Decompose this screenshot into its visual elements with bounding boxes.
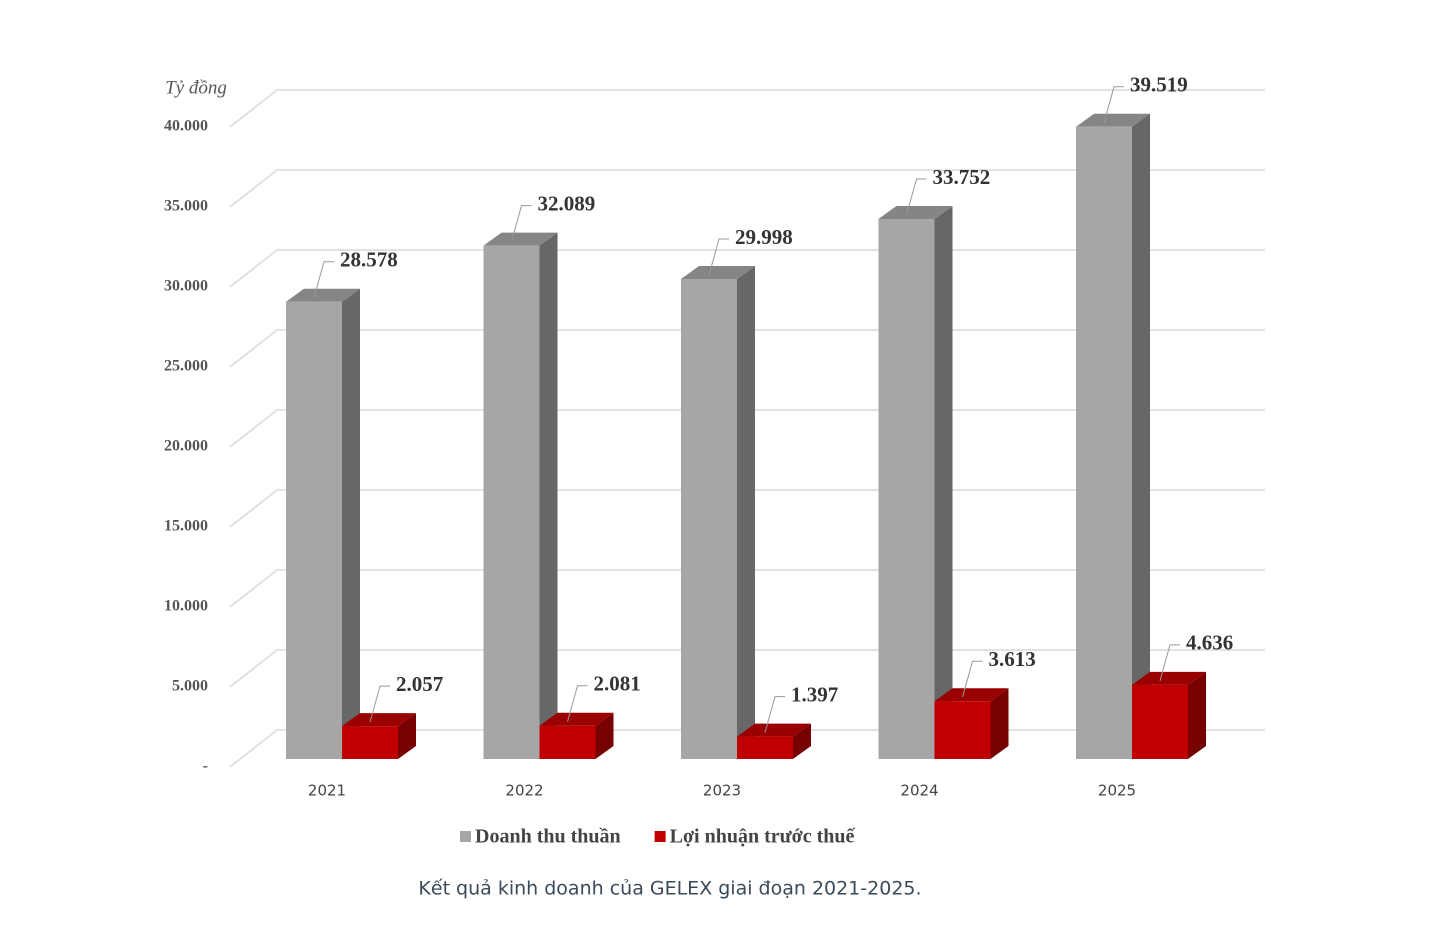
leader-line [764,696,785,733]
caption: Kết quả kinh doanh của GELEX giai đoạn 2… [418,878,921,900]
leader-line [313,261,334,298]
bar-top [681,266,755,280]
value-label: 3.613 [989,647,1036,671]
y-tick-label: 5.000 [172,678,208,695]
bar-side [398,713,416,759]
value-label: 32.089 [538,191,596,215]
y-tick-label: - [203,758,208,775]
bar-top [878,205,953,219]
bar-front [483,245,540,760]
bar [1132,671,1206,759]
bar-side [1188,671,1206,759]
bar-top [342,713,416,727]
bar-top [286,288,360,302]
value-label: 33.752 [933,165,991,189]
value-label: 28.578 [340,248,398,272]
bar [681,266,755,759]
bar-side [1132,113,1150,760]
bar-front [878,218,935,759]
bar-front [737,736,793,759]
x-tick-label: 2024 [900,782,938,800]
leader-line [1159,644,1180,681]
bar-top [1132,671,1206,685]
value-label: 1.397 [791,682,838,706]
bar-side [737,266,755,759]
bar [934,688,1009,759]
bar-front [681,279,737,759]
value-label: 4.636 [1186,631,1233,655]
bar-side [342,288,360,759]
x-tick-label: 2022 [505,782,543,800]
legend-label: Doanh thu thuần [475,826,621,848]
bar-top [737,723,811,737]
x-tick-label: 2021 [308,782,346,800]
x-tick-label: 2025 [1098,782,1136,800]
leader-line [369,685,390,723]
leader-line [1103,86,1124,123]
bar [342,713,416,759]
y-tick-label: 15.000 [164,518,208,535]
leader-line [906,178,927,216]
y-tick-label: 30.000 [164,278,208,295]
grid-line [229,89,1265,128]
bar-front [539,725,596,759]
bar-side [990,688,1009,759]
y-axis-label: Tỷ đồng [165,77,227,98]
y-tick-label: 10.000 [164,598,208,615]
bar-front [934,701,991,759]
bar-top [539,712,614,726]
value-label: 2.057 [396,672,443,696]
bar-top [934,688,1009,702]
legend-label: Lợi nhuận trước thuế [670,826,856,848]
leader-line [567,685,588,722]
legend-swatch [460,831,471,842]
y-tick-label: 40.000 [164,118,208,135]
y-tick-label: 35.000 [164,198,208,215]
legend-swatch [654,831,666,842]
bar [878,205,953,759]
bar-front [1076,126,1132,760]
bar-front [342,726,398,759]
bar-side [793,723,811,759]
y-tick-label: 20.000 [164,438,208,455]
leader-line [962,660,983,698]
x-tick-label: 2023 [703,782,741,800]
value-label: 29.998 [735,225,793,249]
bar-top [483,232,558,246]
bar [1076,113,1150,760]
value-label: 39.519 [1130,73,1188,97]
value-label: 2.081 [594,672,641,696]
bar [286,288,360,759]
bar-side [595,712,614,759]
bar-side [539,232,558,760]
bar [539,712,614,759]
bar-side [934,205,953,759]
bar [483,232,558,760]
bar-top [1076,113,1150,127]
leader-line [511,205,532,242]
grid-line [229,169,1265,208]
bar-front [286,301,342,759]
y-tick-label: 25.000 [164,358,208,375]
leader-line [708,238,729,276]
bar-front [1132,684,1188,759]
bar [737,723,811,759]
